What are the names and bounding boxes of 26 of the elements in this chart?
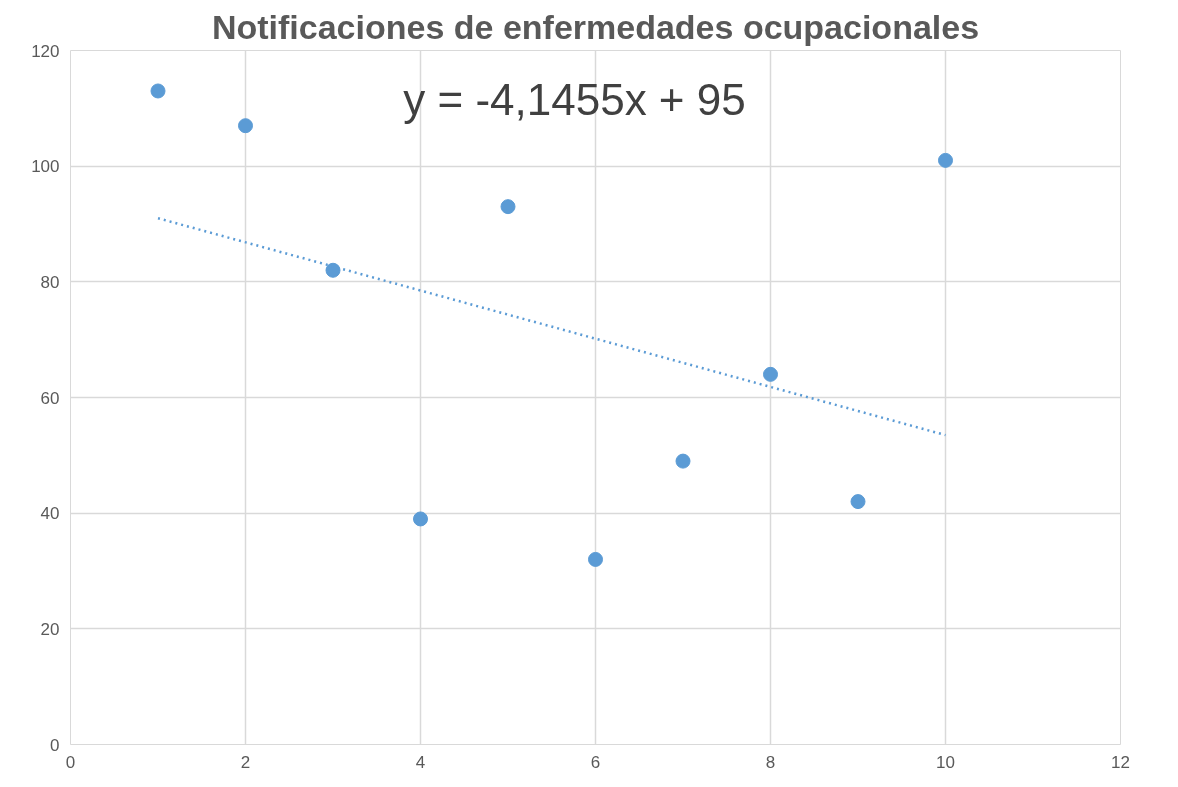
x-tick-label: 0 — [65, 752, 76, 772]
point — [675, 453, 691, 469]
point — [238, 118, 253, 134]
y-tick-label: 60 — [40, 388, 60, 408]
x-tick-label: 8 — [765, 752, 776, 772]
y-tick-label: 40 — [40, 504, 60, 524]
point — [763, 366, 778, 382]
y-tick-label: 120 — [31, 41, 60, 61]
y-tick-label: 0 — [50, 735, 60, 755]
point — [588, 551, 603, 567]
point — [938, 152, 953, 168]
point — [850, 494, 866, 510]
point — [413, 511, 428, 527]
y-tick-label: 20 — [40, 619, 60, 639]
chart-title: Notificaciones de enfermedades ocupacionales — [211, 7, 980, 46]
x-tick-label: 4 — [415, 752, 426, 772]
x-tick-label: 12 — [1111, 752, 1130, 772]
x-tick-label: 6 — [590, 752, 601, 772]
point — [500, 199, 516, 215]
x-tick-label: 10 — [936, 752, 955, 772]
x-tick-label: 2 — [240, 752, 251, 772]
y-tick-label: 100 — [31, 157, 60, 177]
annotation: y = -4,1455x + 95 — [403, 74, 746, 124]
point — [325, 262, 341, 278]
point — [150, 83, 166, 99]
y-tick-label: 80 — [40, 272, 60, 292]
